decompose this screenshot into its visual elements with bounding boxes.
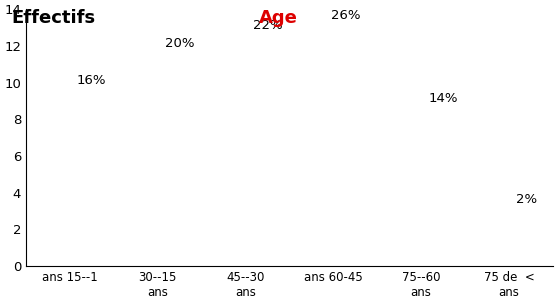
Text: 16%: 16% — [77, 74, 106, 87]
Text: Effectifs: Effectifs — [11, 9, 95, 27]
Text: Age: Age — [259, 9, 298, 27]
Text: 22%: 22% — [252, 19, 282, 32]
Text: 2%: 2% — [516, 193, 537, 206]
Text: 26%: 26% — [331, 9, 361, 22]
Text: 14%: 14% — [428, 92, 458, 105]
Text: 20%: 20% — [165, 38, 194, 50]
